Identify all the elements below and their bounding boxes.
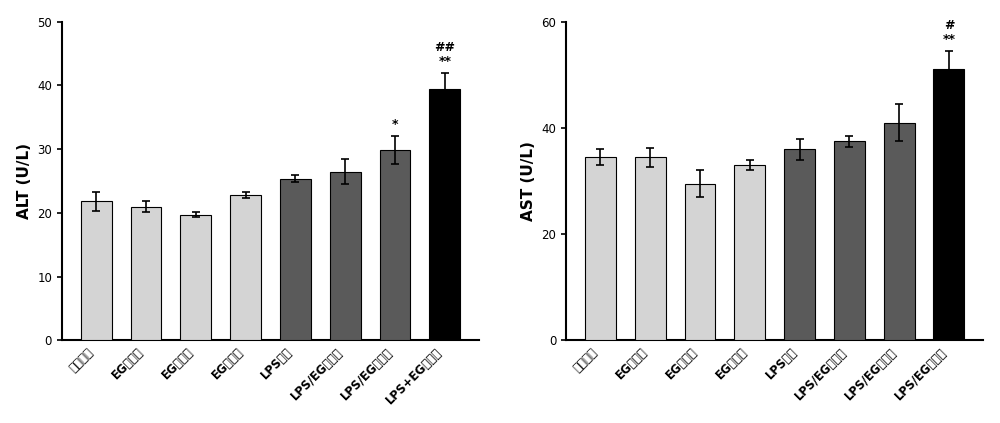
Text: **: ** xyxy=(942,33,955,46)
Bar xyxy=(884,123,915,341)
Bar xyxy=(81,201,112,341)
Y-axis label: AST (U/L): AST (U/L) xyxy=(521,141,536,221)
Text: ##: ## xyxy=(434,41,455,54)
Bar xyxy=(230,195,261,341)
Bar xyxy=(380,150,410,341)
Bar xyxy=(834,141,865,341)
Text: #: # xyxy=(944,19,954,32)
Bar xyxy=(734,165,765,341)
Bar xyxy=(585,157,616,341)
Bar xyxy=(784,149,815,341)
Bar xyxy=(180,215,211,341)
Text: *: * xyxy=(392,118,398,131)
Text: **: ** xyxy=(438,55,451,68)
Bar xyxy=(429,88,460,341)
Y-axis label: ALT (U/L): ALT (U/L) xyxy=(17,143,32,219)
Bar xyxy=(933,69,964,341)
Bar xyxy=(635,157,666,341)
Bar xyxy=(330,171,361,341)
Bar xyxy=(280,179,311,341)
Bar xyxy=(685,184,715,341)
Bar xyxy=(131,206,161,341)
